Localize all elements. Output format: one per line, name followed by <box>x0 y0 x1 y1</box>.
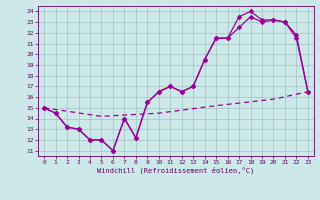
X-axis label: Windchill (Refroidissement éolien,°C): Windchill (Refroidissement éolien,°C) <box>97 167 255 174</box>
